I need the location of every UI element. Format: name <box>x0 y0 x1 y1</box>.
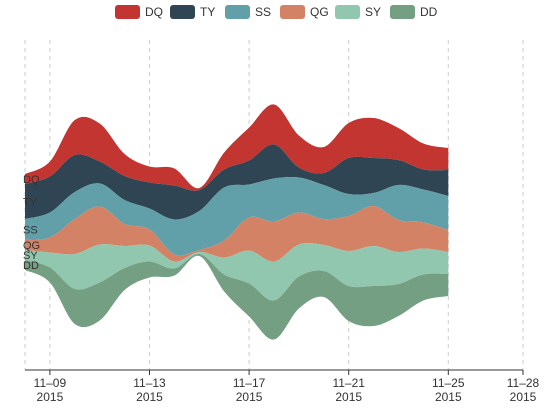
legend-label: DD <box>420 5 438 19</box>
series-label-dd: DD <box>23 260 39 272</box>
series-label-qg: QG <box>23 240 40 252</box>
legend-item-dq[interactable]: DQ <box>115 5 163 19</box>
x-tick-label: 11–25 2015 <box>432 376 465 404</box>
legend-swatch <box>280 5 305 19</box>
x-tick-label: 11–21 2015 <box>332 376 365 404</box>
legend-item-ty[interactable]: TY <box>170 5 215 19</box>
stream-dd[interactable] <box>25 253 449 340</box>
x-tick-label: 11–17 2015 <box>233 376 266 404</box>
stream-layers <box>25 104 449 340</box>
x-tick-label: 11–28 2015 <box>507 376 540 404</box>
series-label-dq: DQ <box>23 174 40 186</box>
series-label-sy: SY <box>23 250 38 262</box>
stream-ss[interactable] <box>25 177 449 256</box>
legend-label: DQ <box>145 5 163 19</box>
legend-swatch <box>335 5 360 19</box>
x-tick-label: 11–13 2015 <box>133 376 166 404</box>
legend: DQ TY SS QG SY DD <box>115 5 438 19</box>
legend-item-dd[interactable]: DD <box>390 5 438 19</box>
legend-label: QG <box>310 5 329 19</box>
legend-swatch <box>115 5 140 19</box>
x-tick-label: 11–09 2015 <box>34 376 67 404</box>
legend-label: SY <box>365 5 381 19</box>
legend-item-ss[interactable]: SS <box>225 5 271 19</box>
stream-qg[interactable] <box>25 205 449 262</box>
legend-item-sy[interactable]: SY <box>335 5 381 19</box>
legend-label: TY <box>200 5 215 19</box>
legend-swatch <box>225 5 250 19</box>
legend-swatch <box>170 5 195 19</box>
stream-dq[interactable] <box>25 104 449 191</box>
series-label-ty: TY <box>23 197 38 209</box>
series-label-ss: SS <box>23 225 38 237</box>
stream-sy[interactable] <box>25 243 449 301</box>
x-axis: 11–09 2015 11–13 2015 11–17 2015 11–21 2015 11–2… <box>25 369 540 404</box>
legend-label: SS <box>255 5 271 19</box>
legend-swatch <box>390 5 415 19</box>
legend-item-qg[interactable]: QG <box>280 5 329 19</box>
stream-ty[interactable] <box>25 144 449 220</box>
